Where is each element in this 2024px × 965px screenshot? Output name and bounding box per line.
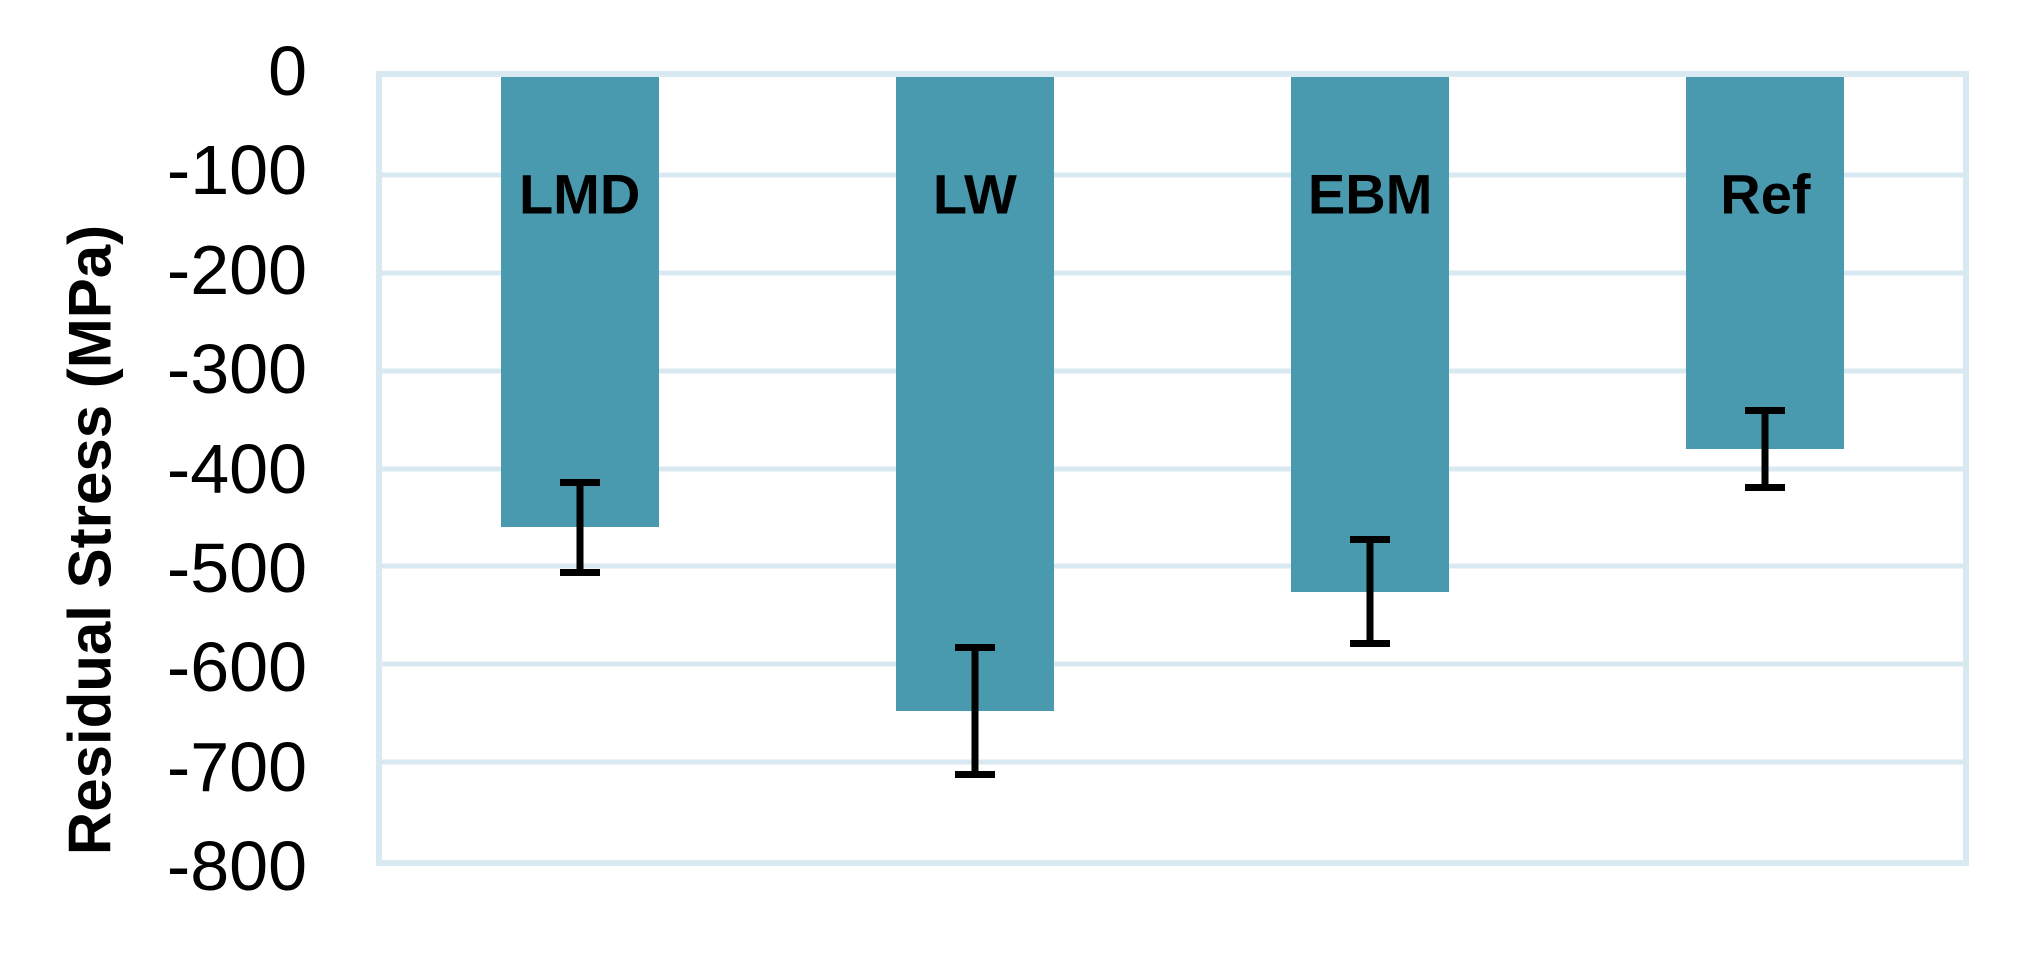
category-label-ebm: EBM [1307,162,1433,226]
error-bar-cap-top [1745,407,1786,415]
bar-ref [1686,77,1845,449]
error-bar-line [1761,410,1769,488]
gridline--400 [382,466,1963,471]
plot-area: LMD LW EBM Ref [376,71,1969,866]
gridline--200 [382,270,1963,276]
y-tick-label-0: 0 [268,32,307,110]
error-bar-cap-bottom [954,771,995,779]
category-label-lmd: LMD [518,162,641,226]
error-bar-cap-bottom [1745,483,1786,491]
error-bar-line [971,647,979,776]
y-tick-label--400: -400 [166,429,307,508]
bar-lmd [500,77,659,528]
gridline--300 [382,368,1963,374]
category-label-lw: LW [932,162,1017,226]
y-tick-label--800: -800 [166,827,307,905]
error-bar-ref [1745,407,1786,491]
error-bar-lmd [559,478,600,576]
gridline--500 [382,563,1963,569]
error-bar-ebm [1350,536,1391,648]
bar-lw [895,77,1054,712]
error-bar-lw [954,644,995,779]
error-bar-cap-bottom [559,568,600,576]
error-bar-line [576,481,584,573]
y-axis-title: Residual Stress (MPa) [56,224,124,856]
error-bar-cap-top [559,478,600,486]
gridline--100 [382,172,1963,178]
y-tick-label--100: -100 [166,131,307,210]
gridline--700 [382,759,1963,765]
y-tick-label--200: -200 [166,230,307,309]
y-tick-label--600: -600 [166,628,307,707]
error-bar-cap-bottom [1350,640,1391,648]
gridline--600 [382,661,1963,667]
error-bar-cap-top [1350,536,1391,544]
y-tick-label--700: -700 [166,727,307,806]
y-tick-label--300: -300 [166,330,307,409]
error-bar-line [1366,539,1374,645]
error-bar-cap-top [954,644,995,652]
bar-ebm [1291,77,1450,592]
category-label-ref: Ref [1720,162,1811,226]
y-tick-label--500: -500 [166,528,307,607]
